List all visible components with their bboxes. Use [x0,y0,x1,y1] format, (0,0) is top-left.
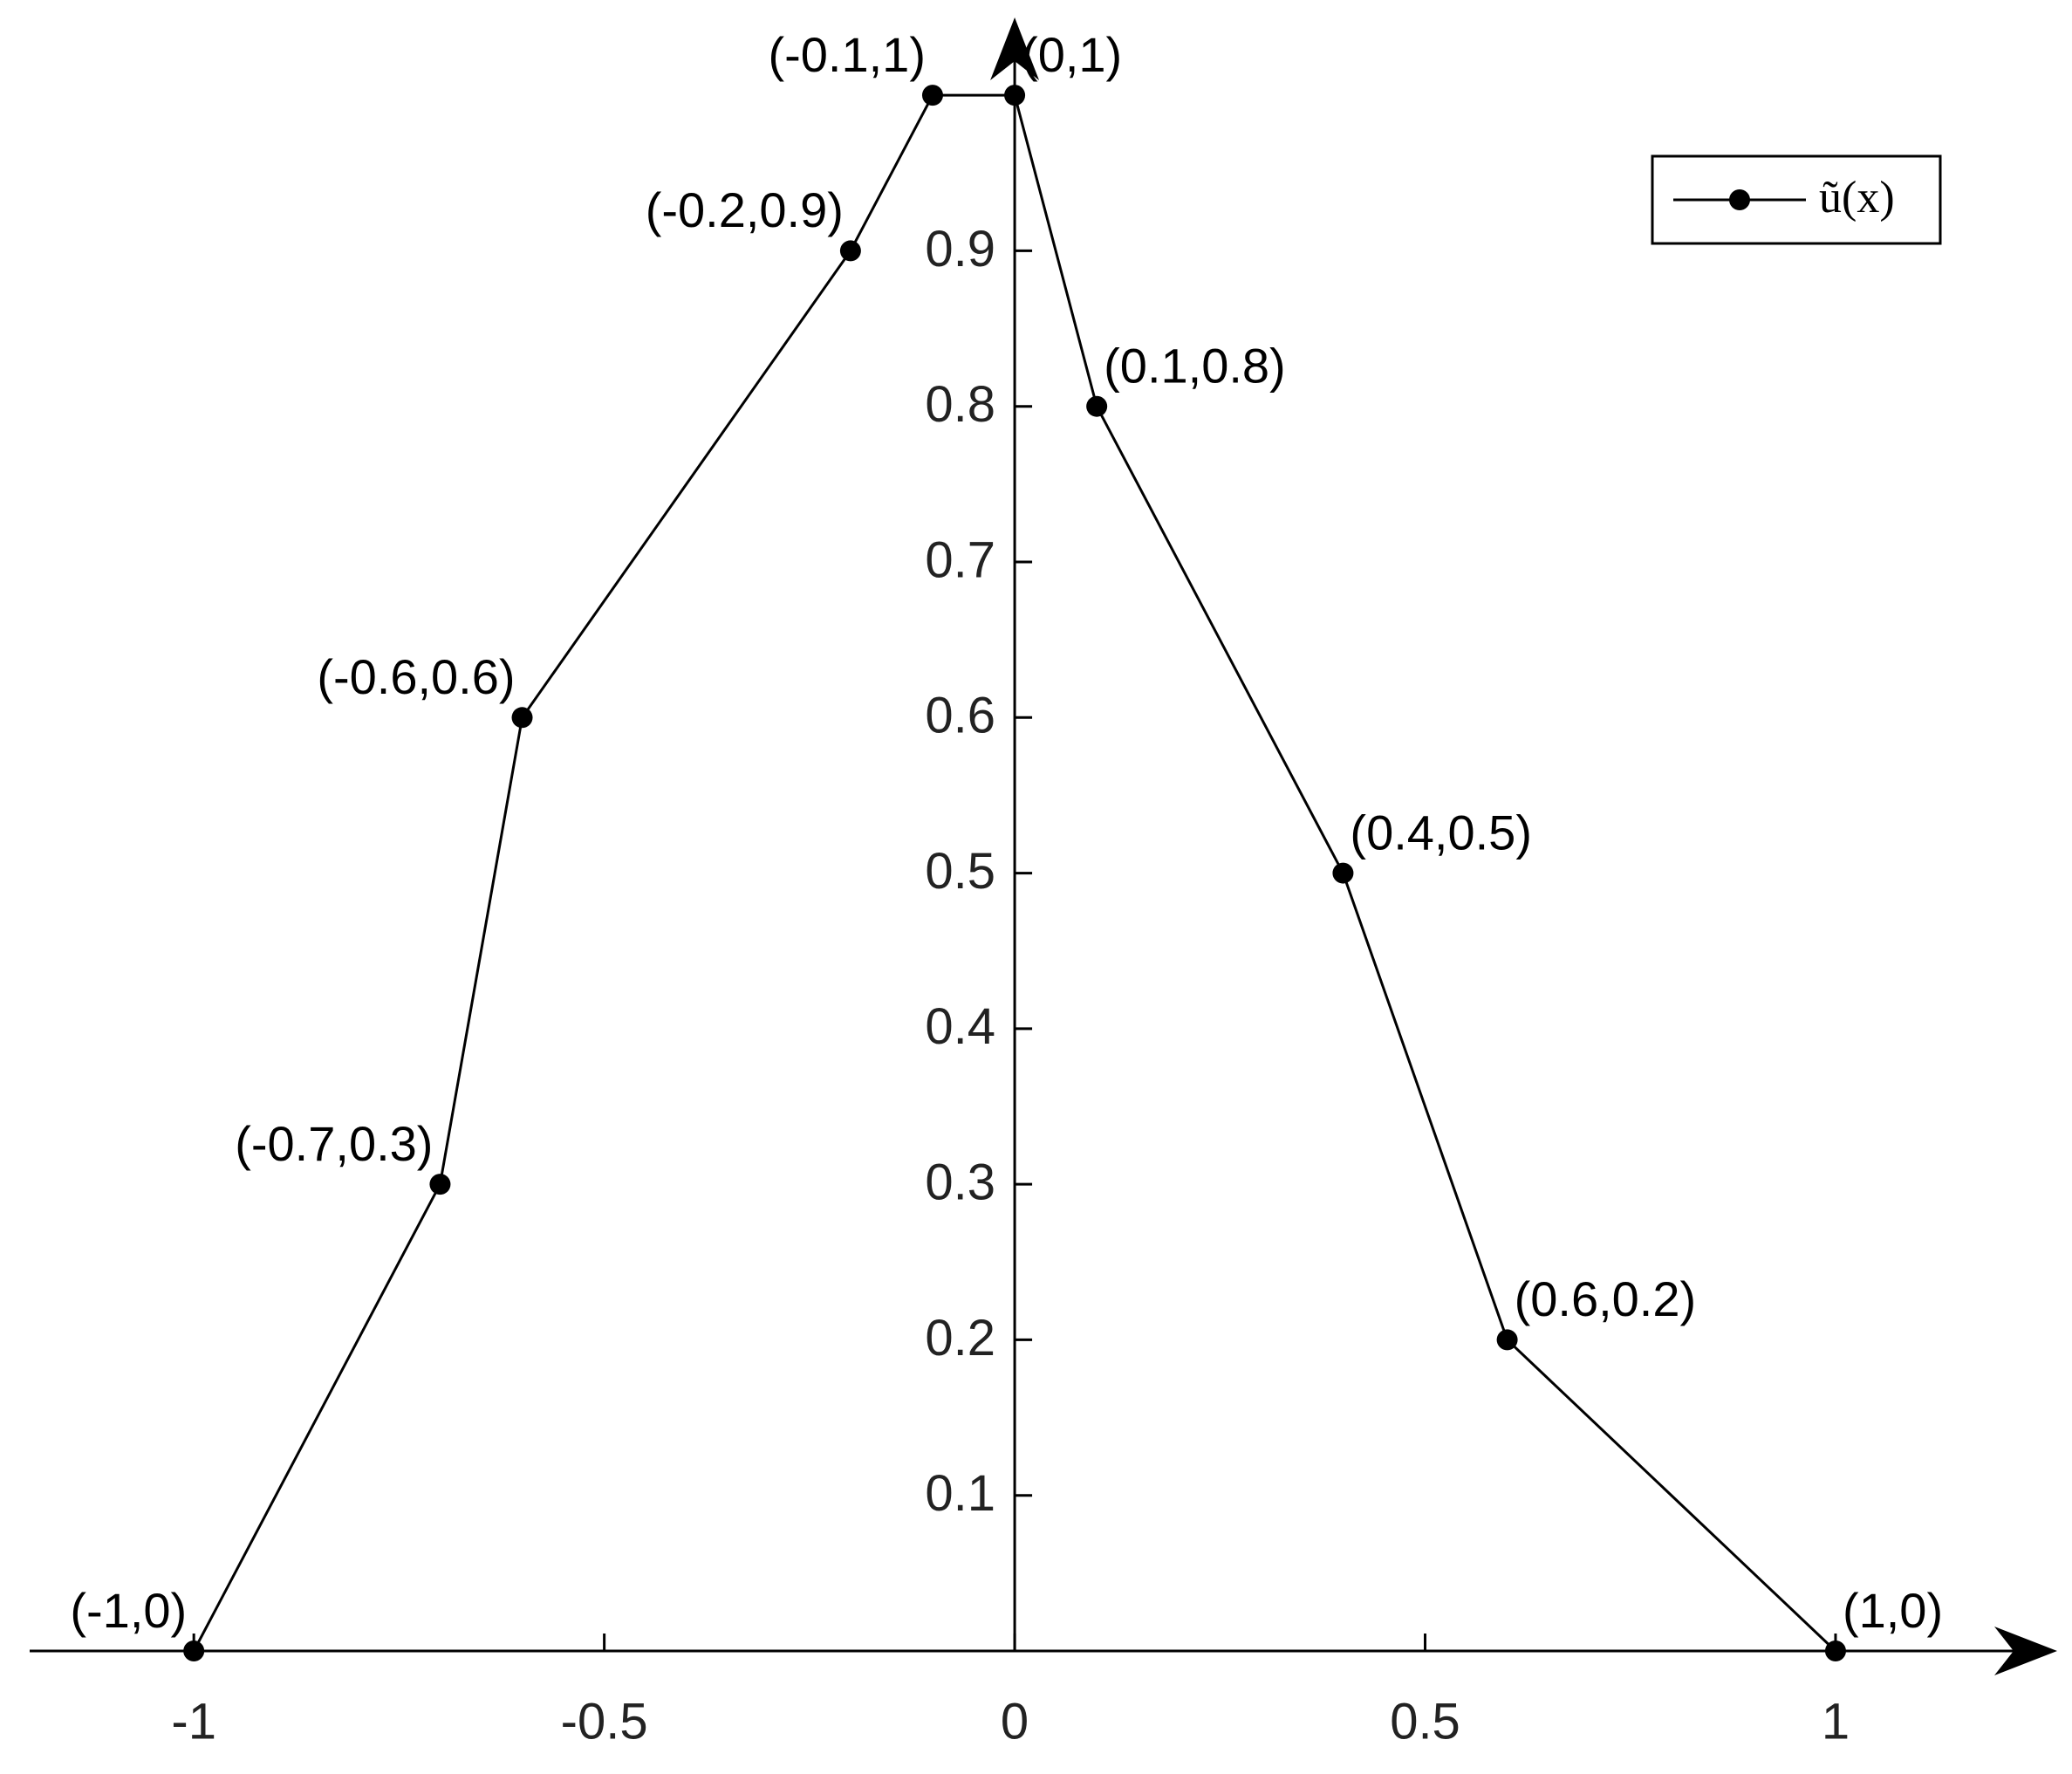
y-tick-label: 0.2 [925,1310,995,1366]
data-label: (-0.6,0.6) [317,649,515,704]
point [1086,395,1108,417]
y-tick-label: 0.1 [925,1465,995,1522]
legend-label: ũ(x) [1819,173,1895,223]
x-axis-arrow [1994,1627,2057,1675]
data-label: (-0.2,0.9) [646,182,844,237]
data-label: (-0.7,0.3) [235,1116,433,1171]
x-tick-label: -1 [171,1693,216,1750]
y-tick-label: 0.9 [925,221,995,277]
legend-marker [1729,189,1750,210]
data-label: (0.6,0.2) [1515,1271,1697,1326]
y-tick-label: 0.4 [925,998,995,1055]
data-label: (0.1,0.8) [1104,339,1286,394]
point [1332,862,1354,884]
point [839,240,861,262]
data-label: (-1,0) [70,1583,187,1638]
point [1004,85,1026,106]
data-label: (0.4,0.5) [1350,805,1532,860]
point [511,707,533,729]
data-label: (-0.1,1) [768,27,926,82]
point [429,1174,451,1195]
x-tick-label: -0.5 [561,1693,648,1750]
point [921,85,943,106]
series-line [192,93,1836,1653]
y-tick-label: 0.5 [925,843,995,900]
x-tick-label: 0 [1001,1693,1029,1750]
y-tick-label: 0.8 [925,376,995,433]
data-label: (1,0) [1843,1583,1943,1638]
point [1496,1329,1518,1351]
x-tick-label: 1 [1822,1693,1850,1750]
data-label: (0,1) [1022,27,1122,82]
y-tick-label: 0.7 [925,531,995,588]
point [1824,1640,1846,1661]
y-tick-label: 0.6 [925,688,995,744]
point [183,1640,205,1661]
y-tick-label: 0.3 [925,1154,995,1210]
legend: ũ(x) [1651,154,1942,245]
y-axis-arrow [990,17,1040,80]
x-tick-label: 0.5 [1390,1693,1460,1750]
